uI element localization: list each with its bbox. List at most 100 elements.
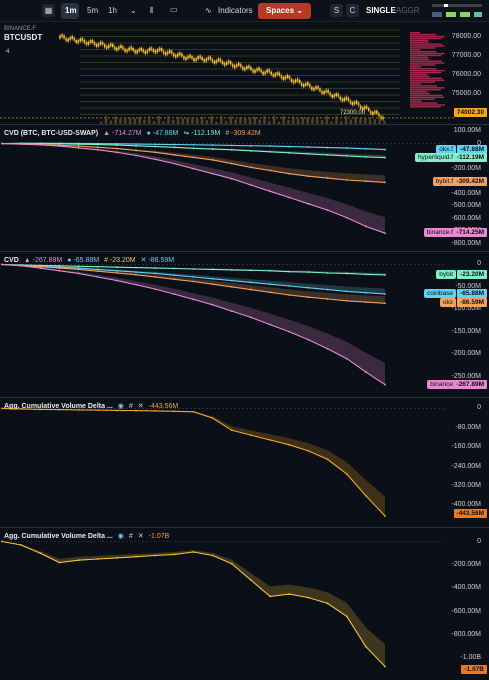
candle-body: [138, 48, 141, 52]
candle-body: [323, 91, 325, 95]
candles-icon[interactable]: ⫴: [150, 6, 154, 15]
timeframe-1m-button[interactable]: [61, 3, 79, 19]
candle-body: [242, 66, 244, 70]
data-point: [384, 273, 386, 276]
candle-body: [71, 35, 73, 39]
candle-body: [99, 41, 102, 45]
agg-cvd-panel-1[interactable]: Agg. Cumulative Volume Delta ... ◉ # ✕ -…: [0, 398, 489, 528]
data-point: [58, 142, 61, 145]
candle-body: [75, 39, 78, 43]
cvd-2-value-bybit: # -23.20M: [104, 256, 136, 264]
data-point: [58, 145, 61, 147]
toolbar: ▦ 1m 5m 1h ⌄ ⫴ ▭ ∿ Indicators Spaces ⌄ S…: [0, 0, 489, 22]
single-button[interactable]: SINGLE: [366, 6, 396, 15]
axis-tick-label: -100.00M: [451, 305, 481, 313]
c-button[interactable]: C: [346, 4, 359, 17]
candle-body: [313, 87, 315, 91]
candle-body: [319, 88, 321, 92]
volume-profile-bar: [410, 81, 436, 83]
axis-tick-label: 100.00M: [453, 127, 481, 134]
data-point: [173, 274, 176, 277]
volume-bar: [306, 117, 309, 124]
volume-profile-bar: [410, 51, 437, 53]
candle-body: [152, 48, 155, 52]
volume-profile-bar: [410, 87, 445, 89]
cvd-2-chart[interactable]: [0, 252, 489, 398]
cvd-1-legend: CVD (BTC, BTC-USD-SWAP) ▲ -714.27M ● -47…: [4, 129, 261, 138]
data-point: [77, 559, 80, 562]
series-value-tag: -112.19M: [453, 152, 487, 162]
data-point: [307, 338, 310, 341]
indicators-button[interactable]: Indicators: [218, 6, 253, 15]
close-icon[interactable]: ✕: [137, 403, 144, 410]
data-point: [77, 145, 80, 147]
data-point: [173, 267, 176, 270]
data-point: [345, 615, 348, 618]
candle-body: [331, 94, 333, 98]
volume-profile-bar: [410, 83, 422, 85]
c-label: C: [349, 6, 356, 15]
data-point: [96, 268, 99, 271]
agg-cvd-panel-2[interactable]: Agg. Cumulative Volume Delta ... ◉ # ✕ -…: [0, 528, 489, 680]
cvd-1-chart[interactable]: [0, 125, 489, 252]
candle-body: [140, 47, 143, 51]
volume-bar: [191, 117, 194, 124]
axis-tick-label: -50.00M: [455, 282, 481, 290]
chevron-down-icon[interactable]: ⌄: [130, 6, 137, 15]
candle-body: [97, 43, 100, 47]
volume-profile-bar: [410, 98, 435, 100]
sidebar-toggle-icon[interactable]: ▭: [170, 5, 178, 14]
hash-icon[interactable]: #: [128, 532, 133, 540]
volume-profile-bar: [410, 60, 442, 62]
candle-body: [61, 34, 63, 38]
cvd-panel-1[interactable]: CVD (BTC, BTC-USD-SWAP) ▲ -714.27M ● -47…: [0, 125, 489, 252]
agg-1-value-tag: -443.56M: [453, 509, 487, 518]
data-point: [384, 148, 386, 151]
volume-profile-bar: [410, 56, 428, 59]
volume-bar: [368, 117, 372, 124]
agg-cvd-2-chart[interactable]: [0, 528, 489, 680]
data-point: [307, 286, 310, 289]
series-tag-hyperliquid-f: hyperliquid.f: [414, 152, 456, 162]
exchange-toggles[interactable]: [432, 4, 482, 18]
data-point: [250, 269, 252, 272]
indicators-icon[interactable]: ∿: [205, 6, 212, 15]
data-point: [288, 145, 291, 148]
calendar-icon[interactable]: ▦: [42, 4, 55, 17]
candle-body: [142, 49, 145, 53]
aggr-button[interactable]: AGGR: [396, 6, 420, 15]
candle-body: [187, 55, 189, 59]
data-point: [116, 269, 118, 272]
eye-icon[interactable]: ◉: [117, 533, 124, 540]
series-value-tag: -714.25M: [453, 228, 487, 238]
cvd-panel-2[interactable]: CVD ▲ -267.89M ● -65.88M # -23.20M ✕ -86…: [0, 252, 489, 398]
price-panel[interactable]: BINANCE.F BTCUSDT 4 78000.00 77000.00 76…: [0, 22, 489, 125]
eye-icon[interactable]: ◉: [117, 403, 124, 410]
spaces-label: Spaces: [266, 6, 295, 15]
timeframe-1h-button[interactable]: 1h: [108, 6, 117, 15]
volume-bar: [272, 116, 276, 124]
agg-cvd-1-chart[interactable]: [0, 398, 489, 528]
volume-bar: [277, 121, 281, 124]
data-point: [250, 149, 252, 152]
candle-body: [77, 40, 80, 44]
volume-bar: [325, 116, 329, 124]
data-point: [364, 225, 367, 228]
data-point: [173, 278, 176, 281]
data-point: [173, 153, 176, 156]
spaces-button[interactable]: Spaces ⌄: [258, 3, 311, 19]
close-icon[interactable]: ✕: [137, 533, 144, 540]
candle-body: [73, 37, 76, 41]
data-point: [173, 553, 176, 556]
timeframe-5m-button[interactable]: 5m: [87, 6, 99, 15]
candle-body: [369, 110, 372, 114]
data-point: [269, 595, 271, 598]
hash-icon[interactable]: #: [128, 402, 133, 410]
price-chart[interactable]: [0, 22, 489, 125]
axis-tick-label: -200.00M: [451, 164, 481, 172]
volume-bar: [248, 118, 252, 124]
value-text: -267.89M: [32, 256, 63, 264]
s-button[interactable]: S: [330, 4, 343, 17]
volume-bar: [253, 116, 257, 124]
data-point: [116, 151, 118, 154]
